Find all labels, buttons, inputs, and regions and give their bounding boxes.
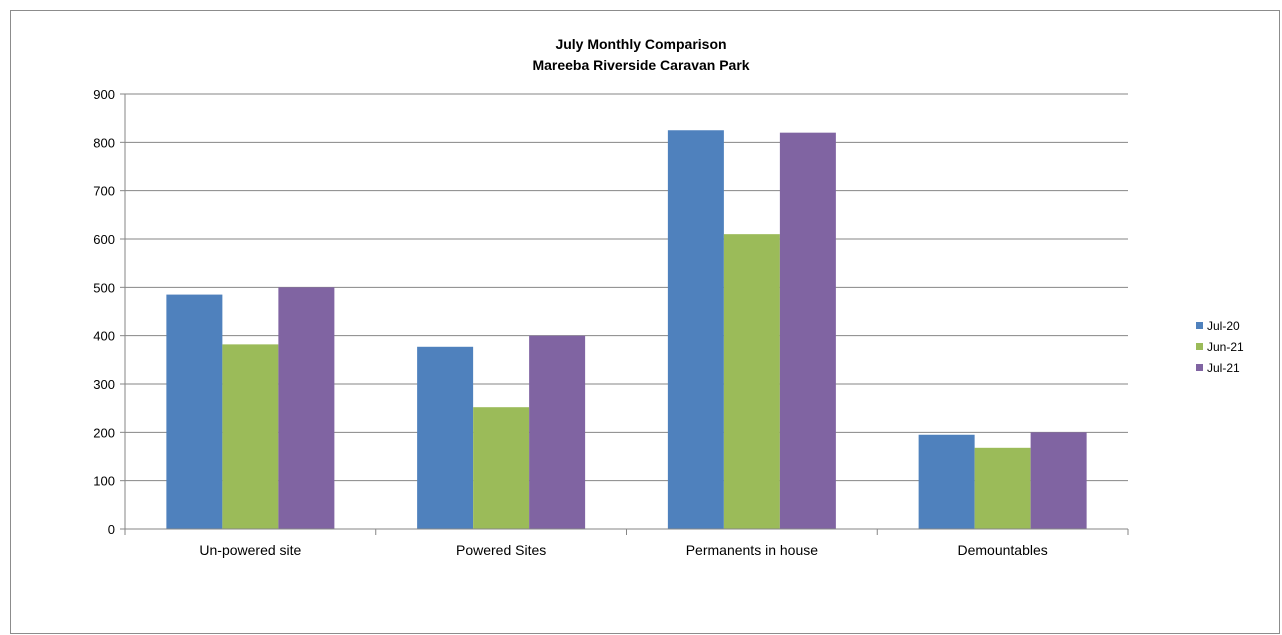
bar-jul-20-1 xyxy=(417,346,474,529)
bars xyxy=(166,130,1087,529)
legend-label-jun-21: Jun-21 xyxy=(1207,340,1244,354)
y-tick-label: 300 xyxy=(93,377,115,392)
legend-swatch-jun-21 xyxy=(1196,343,1203,350)
x-category-label: Un-powered site xyxy=(199,542,301,558)
x-axis-labels: Un-powered site Powered Sites Permanents i… xyxy=(199,542,1047,558)
bar-jul-21-2 xyxy=(779,132,836,529)
bar-jun-21-3 xyxy=(974,447,1031,529)
bar-jul-21-3 xyxy=(1030,432,1087,529)
bar-jul-20-3 xyxy=(918,434,975,529)
y-tick-label: 900 xyxy=(93,87,115,102)
x-category-label: Demountables xyxy=(957,542,1047,558)
y-axis-ticks: 0 100 200 300 400 500 600 700 800 900 xyxy=(93,87,125,537)
legend-swatch-jul-20 xyxy=(1196,322,1203,329)
y-tick-label: 800 xyxy=(93,135,115,150)
bar-jul-21-1 xyxy=(529,335,586,529)
legend-label-jul-20: Jul-20 xyxy=(1207,319,1240,333)
y-tick-label: 500 xyxy=(93,280,115,295)
y-tick-label: 100 xyxy=(93,474,115,489)
bar-jul-20-0 xyxy=(166,294,223,529)
legend: Jul-20 Jun-21 Jul-21 xyxy=(1196,319,1244,375)
bar-jun-21-0 xyxy=(222,344,279,529)
bar-jul-20-2 xyxy=(667,130,724,529)
axes xyxy=(124,94,1129,535)
legend-swatch-jul-21 xyxy=(1196,364,1203,371)
y-tick-label: 200 xyxy=(93,425,115,440)
bar-jun-21-2 xyxy=(723,234,780,529)
bar-jun-21-1 xyxy=(473,407,530,529)
x-category-label: Powered Sites xyxy=(456,542,546,558)
chart-subtitle: Mareeba Riverside Caravan Park xyxy=(532,57,749,73)
y-tick-label: 700 xyxy=(93,184,115,199)
y-tick-label: 600 xyxy=(93,232,115,247)
legend-label-jul-21: Jul-21 xyxy=(1207,361,1240,375)
y-tick-label: 0 xyxy=(108,522,115,537)
bar-jul-21-0 xyxy=(278,287,335,529)
x-category-label: Permanents in house xyxy=(686,542,819,558)
y-tick-label: 400 xyxy=(93,329,115,344)
chart-title: July Monthly Comparison xyxy=(555,36,726,52)
